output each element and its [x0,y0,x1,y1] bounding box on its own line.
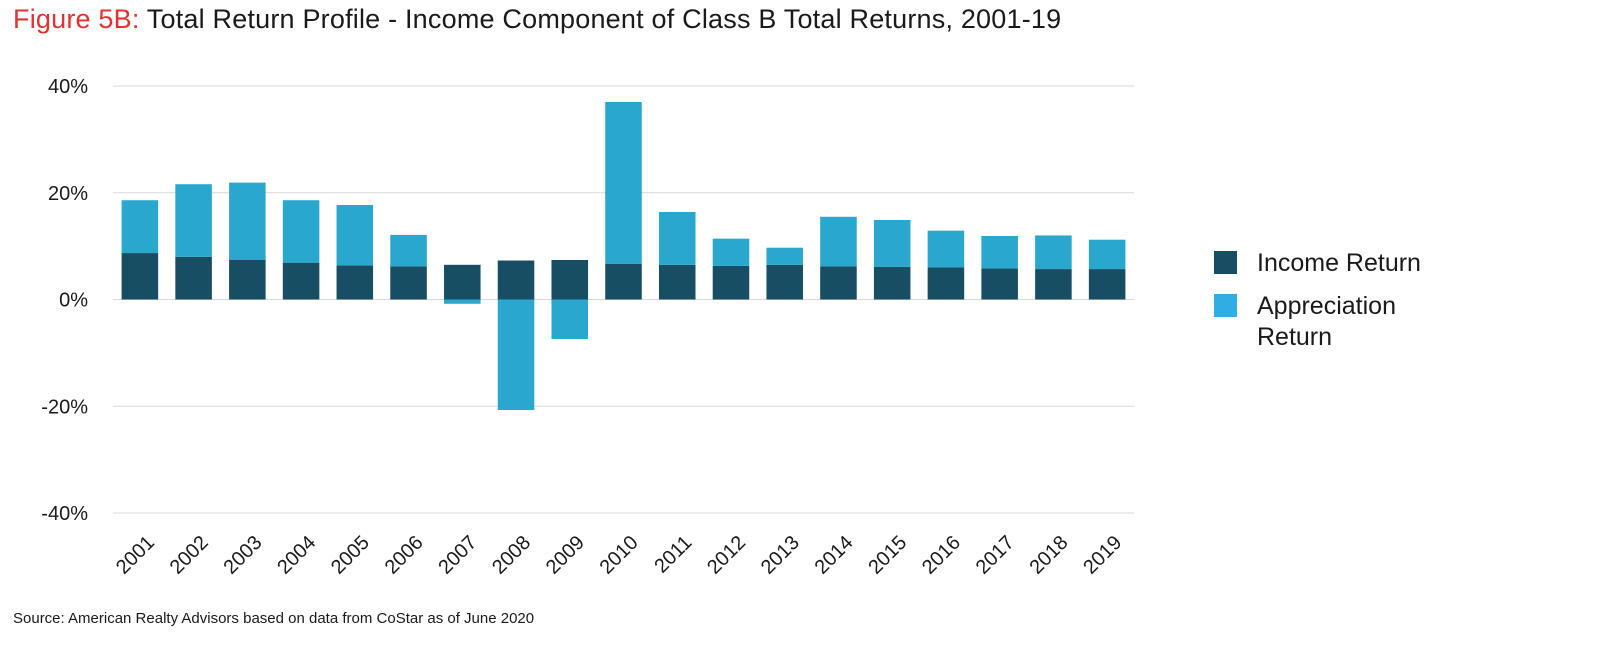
bar-appreciation [390,234,427,267]
legend-label-appreciation: Appreciation Return [1257,292,1396,351]
bar-appreciation [658,211,696,265]
legend: Income Return Appreciation Return [1214,248,1477,365]
bar-appreciation [1035,235,1072,270]
x-tick-label: 2010 [596,532,643,579]
bar-income [282,262,320,300]
x-tick-label: 2008 [488,532,535,579]
bar-appreciation [282,200,320,263]
bar-income [551,260,589,300]
x-tick-label: 2007 [434,532,481,579]
x-tick-label: 2009 [542,532,589,579]
bar-income [820,266,857,300]
x-tick-label: 2013 [757,532,804,579]
bar-appreciation [121,200,159,254]
bar-income [605,263,642,300]
x-tick-label: 2001 [112,532,159,579]
bar-appreciation [175,184,212,257]
bar-appreciation [551,299,589,339]
legend-swatch-income [1214,251,1237,274]
y-tick-label: 0% [59,290,88,312]
x-tick-label: 2012 [703,532,750,579]
bar-income [981,268,1018,300]
legend-label-income: Income Return [1257,249,1421,277]
legend-swatch-appreciation [1214,294,1237,317]
bar-income [336,265,374,300]
bar-appreciation [927,230,965,268]
bar-appreciation [873,219,911,267]
x-tick-label: 2014 [811,532,858,579]
bar-appreciation [497,299,535,410]
bar-income [444,264,481,300]
bar-appreciation [229,182,266,261]
x-tick-label: 2002 [166,532,213,579]
legend-item-income: Income Return [1214,248,1477,279]
x-tick-label: 2016 [918,532,965,579]
bar-appreciation [444,299,481,304]
bar-appreciation [336,205,374,266]
y-tick-label: -20% [41,396,88,418]
x-tick-label: 2004 [273,532,320,579]
bar-income [927,267,965,300]
bar-appreciation [1088,239,1126,270]
x-tick-label: 2003 [219,532,266,579]
bar-income [1035,269,1072,300]
source-note: Source: American Realty Advisors based o… [13,610,535,627]
x-tick-label: 2018 [1026,532,1073,579]
y-tick-label: 20% [48,183,88,205]
bar-appreciation [766,247,803,265]
x-tick-label: 2005 [327,532,374,579]
bar-income [121,253,159,300]
bar-income [1088,269,1126,300]
x-tick-label: 2017 [972,532,1019,579]
x-tick-label: 2019 [1079,532,1126,579]
bar-income [497,260,535,300]
bar-income [175,256,212,300]
x-tick-label: 2006 [381,532,428,579]
figure-number: Figure 5B: [13,4,140,34]
x-tick-label: 2015 [864,532,911,579]
bar-income [712,265,750,300]
chart-title: Figure 5B: Total Return Profile - Income… [13,4,1061,35]
y-tick-label: -40% [41,503,88,525]
y-tick-label: 40% [48,76,88,98]
bar-income [873,266,911,300]
bar-appreciation [605,102,642,264]
bar-appreciation [712,238,750,266]
bar-appreciation [820,216,857,267]
legend-item-appreciation: Appreciation Return [1214,291,1477,353]
chart-title-text: Total Return Profile - Income Component … [146,4,1062,34]
bar-income [229,260,266,300]
bar-income [766,264,803,300]
bar-income [658,264,696,300]
x-tick-label: 2011 [650,532,696,578]
bar-income [390,266,427,300]
bar-appreciation [981,235,1018,269]
